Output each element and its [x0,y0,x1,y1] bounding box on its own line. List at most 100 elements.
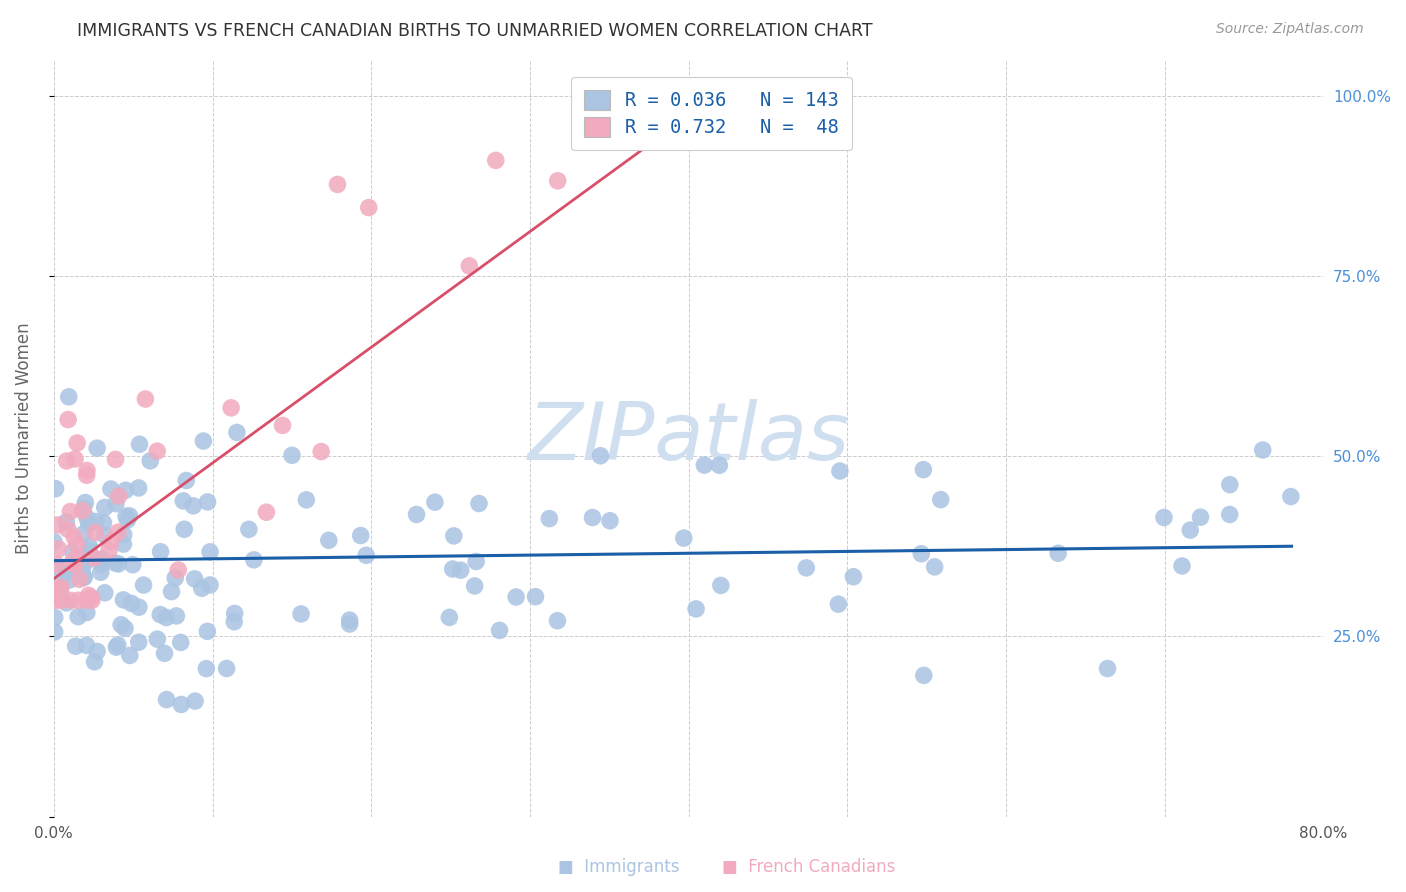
Point [134,392,156,406]
Point [295,492,318,507]
Point [198,578,221,592]
Point [69,572,91,586]
Point [1189,510,1212,524]
Point [104,452,127,467]
Point [48,541,70,556]
Point [181,499,204,513]
Text: ZIPatlas: ZIPatlas [527,399,849,477]
Point [90,565,112,579]
Point [66,538,89,552]
Point [339,617,361,632]
Point [76,463,98,477]
Point [44,624,66,639]
Point [912,668,935,682]
Point [464,579,486,593]
Point [309,444,332,458]
Point [107,489,129,503]
Point [149,607,172,622]
Point [46,517,69,532]
Point [94,586,117,600]
Point [67,609,90,624]
Point [45,593,67,607]
Point [93,516,115,530]
Point [115,509,138,524]
Point [160,584,183,599]
Point [60,555,83,569]
Point [167,563,190,577]
Point [1097,661,1119,675]
Point [65,639,87,653]
Point [224,615,246,629]
Point [326,178,349,192]
Text: Source: ZipAtlas.com: Source: ZipAtlas.com [1216,22,1364,37]
Point [281,448,304,462]
Point [581,510,603,524]
Point [146,444,169,458]
Point [405,508,427,522]
Point [118,648,141,663]
Point [842,570,865,584]
Point [128,635,150,649]
Point [1251,442,1274,457]
Point [354,549,377,563]
Point [1180,523,1202,537]
Point [104,497,127,511]
Point [76,606,98,620]
Point [72,503,94,517]
Point [76,554,98,568]
Point [128,600,150,615]
Point [827,597,849,611]
Point [120,596,142,610]
Point [58,390,80,404]
Point [599,514,621,528]
Point [165,571,187,585]
Point [76,468,98,483]
Point [184,694,207,708]
Point [49,591,72,605]
Point [76,593,98,607]
Point [1279,490,1302,504]
Point [1153,510,1175,524]
Point [693,458,716,472]
Point [910,547,932,561]
Point [290,607,312,621]
Point [90,558,112,572]
Point [547,174,569,188]
Point [86,441,108,455]
Point [55,454,77,468]
Text: IMMIGRANTS VS FRENCH CANADIAN BIRTHS TO UNMARRIED WOMEN CORRELATION CHART: IMMIGRANTS VS FRENCH CANADIAN BIRTHS TO … [77,22,873,40]
Point [72,501,94,516]
Point [49,580,72,594]
Point [488,624,510,638]
Point [59,504,82,518]
Point [1219,508,1241,522]
Point [357,201,380,215]
Point [45,557,67,571]
Point [80,591,103,605]
Point [93,500,115,515]
Point [66,436,89,450]
Point [195,624,218,639]
Point [224,607,246,621]
Point [173,522,195,536]
Point [114,483,136,498]
Point [450,563,472,577]
Point [465,554,488,568]
Point [271,418,294,433]
Point [107,525,129,540]
Point [153,646,176,660]
Point [441,562,464,576]
Point [170,635,193,649]
Point [569,81,592,95]
Point [112,527,135,541]
Point [339,613,361,627]
Text: ■  French Canadians: ■ French Canadians [721,858,896,876]
Point [67,593,90,607]
Point [439,610,461,624]
Point [172,493,194,508]
Point [105,640,128,655]
Point [146,632,169,647]
Point [485,153,508,168]
Point [49,593,72,607]
Point [238,522,260,536]
